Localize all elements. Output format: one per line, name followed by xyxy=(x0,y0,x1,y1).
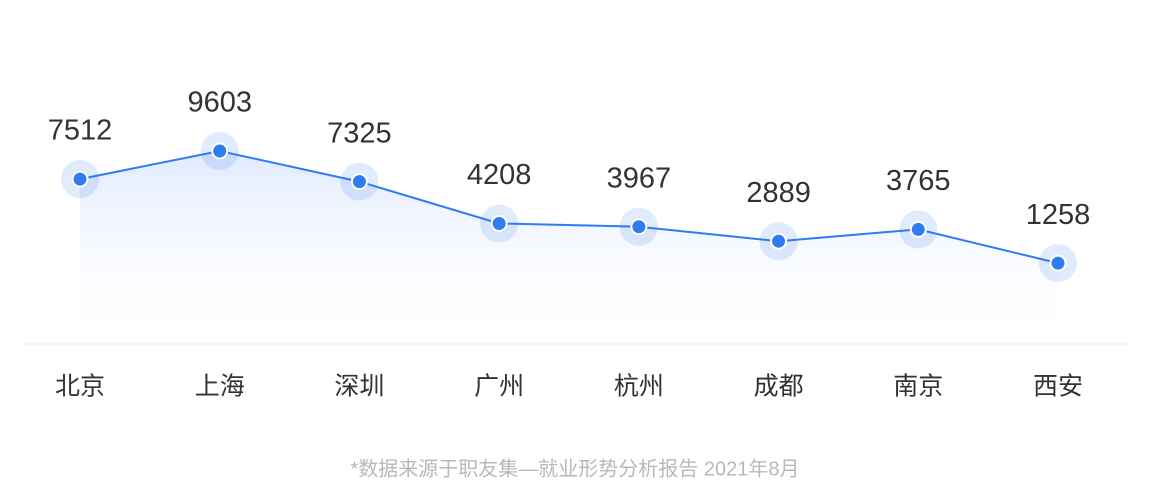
x-tick-label: 杭州 xyxy=(614,373,664,401)
value-label: 7325 xyxy=(327,117,392,149)
value-label: 7512 xyxy=(48,115,113,147)
point xyxy=(71,170,89,188)
value-label: 3765 xyxy=(886,165,951,197)
x-tick-label: 深圳 xyxy=(334,373,384,401)
value-label: 1258 xyxy=(1026,199,1091,231)
x-tick-label: 上海 xyxy=(195,373,245,401)
point xyxy=(630,218,648,236)
point xyxy=(350,173,368,191)
value-label: 3967 xyxy=(607,162,672,194)
line xyxy=(79,149,1059,265)
x-tick-label: 南京 xyxy=(893,373,943,401)
point xyxy=(1049,254,1067,272)
x-tick-label: 成都 xyxy=(754,373,804,401)
value-label: 9603 xyxy=(187,87,252,119)
value-label: 4208 xyxy=(467,159,532,191)
x-tick-label: 广州 xyxy=(474,373,524,401)
point xyxy=(490,214,508,232)
x-tick-label: 西安 xyxy=(1033,373,1083,401)
source-note: *数据来源于职友集—就业形势分析报告 2021年8月 xyxy=(351,457,800,480)
point xyxy=(770,232,788,250)
point xyxy=(909,220,927,238)
point xyxy=(211,142,229,160)
value-label: 2889 xyxy=(746,177,811,209)
x-tick-label: 北京 xyxy=(55,373,105,401)
area xyxy=(80,151,1058,340)
